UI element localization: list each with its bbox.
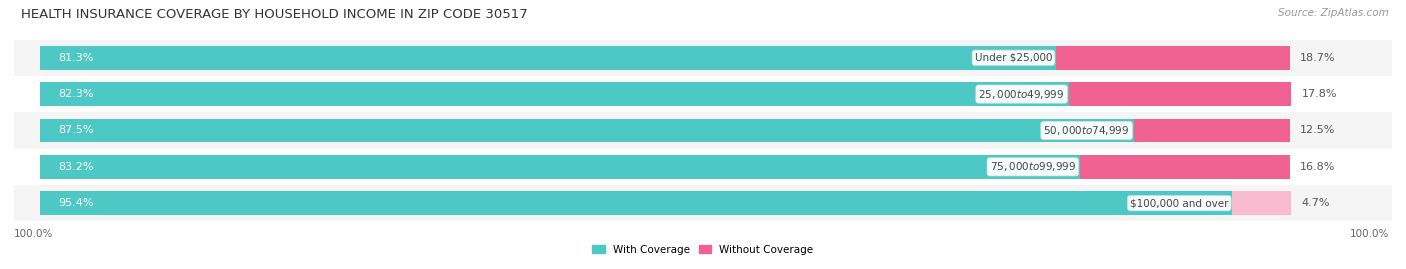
Text: 81.3%: 81.3% [59, 53, 94, 63]
Bar [39, 82, 1069, 106]
Bar [14, 112, 1392, 149]
Text: 4.7%: 4.7% [1302, 198, 1330, 208]
Bar [1233, 191, 1291, 215]
Bar [1069, 82, 1291, 106]
Bar [39, 46, 1056, 70]
Bar [14, 185, 1392, 221]
Text: 82.3%: 82.3% [59, 89, 94, 99]
Text: $25,000 to $49,999: $25,000 to $49,999 [979, 88, 1064, 101]
Legend: With Coverage, Without Coverage: With Coverage, Without Coverage [588, 240, 818, 259]
Bar [14, 149, 1392, 185]
Text: Under $25,000: Under $25,000 [974, 53, 1052, 63]
Text: $75,000 to $99,999: $75,000 to $99,999 [990, 160, 1076, 173]
Bar [14, 40, 1392, 76]
Text: 12.5%: 12.5% [1301, 125, 1336, 136]
Bar [39, 119, 1133, 142]
Text: 95.4%: 95.4% [59, 198, 94, 208]
Text: $50,000 to $74,999: $50,000 to $74,999 [1043, 124, 1130, 137]
Text: 87.5%: 87.5% [59, 125, 94, 136]
Bar [39, 191, 1233, 215]
Text: $100,000 and over: $100,000 and over [1130, 198, 1229, 208]
Text: 16.8%: 16.8% [1301, 162, 1336, 172]
Bar [1080, 155, 1289, 179]
Text: 18.7%: 18.7% [1301, 53, 1336, 63]
Text: HEALTH INSURANCE COVERAGE BY HOUSEHOLD INCOME IN ZIP CODE 30517: HEALTH INSURANCE COVERAGE BY HOUSEHOLD I… [21, 8, 527, 21]
Text: Source: ZipAtlas.com: Source: ZipAtlas.com [1278, 8, 1389, 18]
Text: 100.0%: 100.0% [14, 229, 53, 239]
Text: 83.2%: 83.2% [59, 162, 94, 172]
Text: 100.0%: 100.0% [1350, 229, 1389, 239]
Text: 17.8%: 17.8% [1302, 89, 1337, 99]
Bar [1133, 119, 1289, 142]
Bar [1056, 46, 1289, 70]
Bar [14, 76, 1392, 112]
Bar [39, 155, 1080, 179]
